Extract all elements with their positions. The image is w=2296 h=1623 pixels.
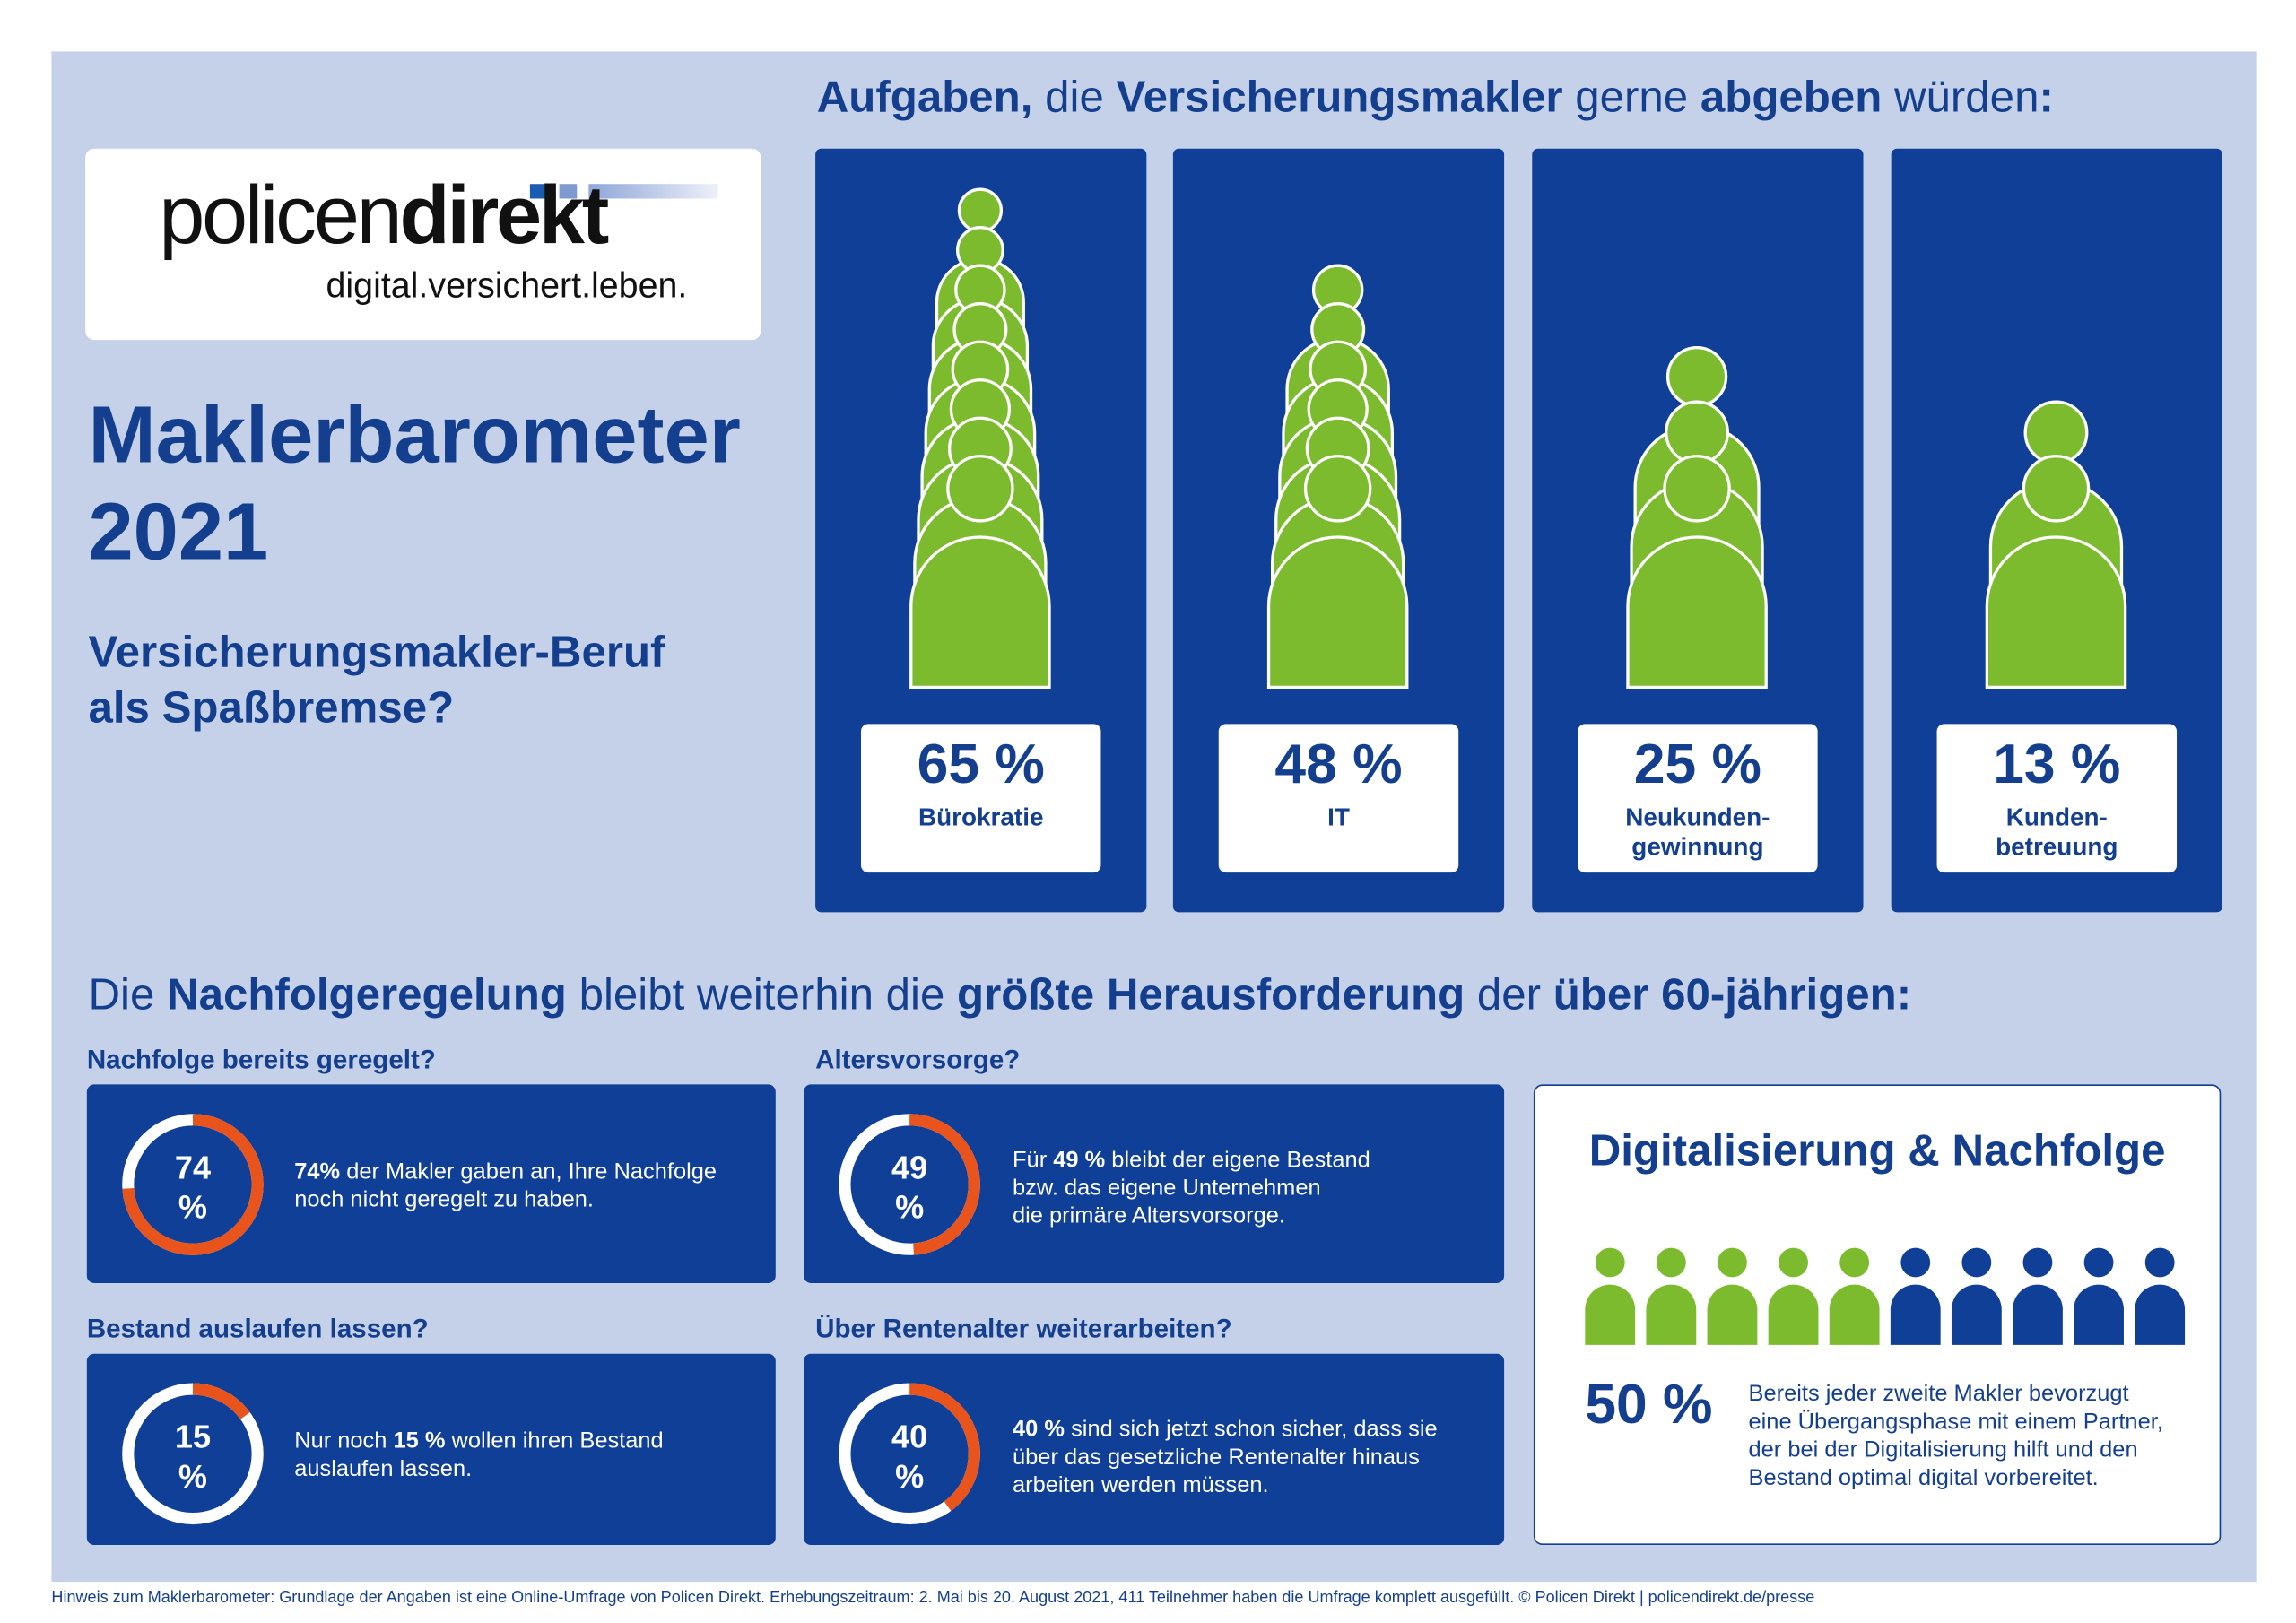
tasks-heading: Aufgaben, die Versicherungsmakler gerne …	[816, 74, 2054, 123]
stat-box: 40% 40 % sind sich jetzt schon sicher, da…	[803, 1353, 1505, 1546]
stat-text: 40 % sind sich jetzt schon sicher, dass …	[1013, 1417, 1438, 1498]
person-icon	[1768, 1247, 1819, 1345]
people-icons	[1585, 1247, 2186, 1345]
logo-wordmark: policendirekt	[159, 168, 609, 261]
task-label-box: 48 % IT	[1218, 724, 1459, 873]
donut-arc	[839, 1383, 980, 1525]
stat-box: 15% Nur noch 15 % wollen ihren Bestand au…	[86, 1353, 776, 1546]
donut-arc	[839, 1114, 980, 1255]
digitalization-value: 50 %	[1585, 1374, 1713, 1436]
people-stack	[1985, 400, 2127, 689]
donut-label: 15%	[174, 1418, 212, 1496]
task-name: IT	[1327, 803, 1350, 832]
footer-note: Hinweis zum Maklerbarometer: Grundlage d…	[51, 1589, 1815, 1607]
subtitle: Versicherungsmakler-Beruf als Spaßbremse?	[88, 628, 665, 733]
people-stack	[1266, 264, 1409, 689]
person-icon	[1707, 1247, 1758, 1345]
task-card: 13 % Kunden- betreuung	[1891, 148, 2222, 913]
task-card: 25 % Neukunden- gewinnung	[1532, 148, 1864, 913]
stat-text: 74% der Makler gaben an, Ihre Nachfolge …	[294, 1159, 718, 1213]
task-name: Neukunden- gewinnung	[1625, 803, 1770, 861]
stat-box: 74% 74% der Makler gaben an, Ihre Nachfol…	[86, 1084, 776, 1283]
person-icon	[2013, 1247, 2063, 1345]
stat-box: 49% Für 49 % bleibt der eigene Bestand bz…	[803, 1084, 1505, 1283]
digitalization-text: Bereits jeder zweite Makler bevorzugt ei…	[1748, 1381, 2163, 1491]
donut-chart	[122, 1114, 264, 1255]
succession-heading: Die Nachfolgeregelung bleibt weiterhin d…	[88, 971, 1912, 1020]
donut-label: 40%	[891, 1418, 928, 1496]
digitalization-panel: Digitalisierung & Nachfolge 50 % Bereits…	[1533, 1084, 2222, 1546]
page-title: Maklerbarometer 2021	[88, 388, 741, 577]
stat-text: Für 49 % bleibt der eigene Bestand bzw. …	[1013, 1147, 1370, 1229]
person-icon	[1646, 1247, 1697, 1345]
person-icon	[1951, 1247, 2002, 1345]
person-icon	[1266, 455, 1409, 689]
donut-label: 49%	[891, 1149, 928, 1226]
people-stack	[1626, 345, 1768, 689]
people-stack	[909, 187, 1051, 689]
task-label-box: 25 % Neukunden- gewinnung	[1578, 724, 1818, 873]
task-percent: 48 %	[1274, 733, 1403, 796]
person-icon	[909, 455, 1051, 689]
stat-question: Altersvorsorge?	[815, 1045, 1021, 1074]
donut-chart	[839, 1114, 980, 1255]
donut-chart	[839, 1383, 980, 1525]
task-percent: 13 %	[1993, 733, 2121, 796]
person-icon	[2135, 1247, 2186, 1345]
donut-label: 74%	[174, 1149, 212, 1226]
task-percent: 65 %	[917, 733, 1045, 796]
task-card: 65 % Bürokratie	[815, 148, 1147, 913]
person-icon	[1626, 455, 1768, 689]
task-percent: 25 %	[1633, 733, 1761, 796]
logo-bars-icon	[529, 184, 718, 199]
donut-chart	[122, 1383, 264, 1525]
digitalization-title: Digitalisierung & Nachfolge	[1588, 1127, 2166, 1176]
stat-question: Nachfolge bereits geregelt?	[86, 1045, 436, 1074]
task-name: Kunden- betreuung	[1996, 803, 2118, 861]
logo: policendirekt digital.versichert.leben.	[85, 148, 761, 341]
person-icon	[1890, 1247, 1941, 1345]
task-card: 48 % IT	[1172, 148, 1505, 913]
stat-question: Über Rentenalter weiterarbeiten?	[815, 1314, 1232, 1344]
donut-arc	[122, 1114, 264, 1255]
stat-question: Bestand auslaufen lassen?	[86, 1314, 429, 1344]
task-name: Bürokratie	[918, 803, 1044, 832]
task-label-box: 13 % Kunden- betreuung	[1936, 724, 2178, 873]
person-icon	[1985, 455, 2127, 689]
person-icon	[1829, 1247, 1880, 1345]
task-label-box: 65 % Bürokratie	[860, 724, 1101, 873]
person-icon	[1585, 1247, 1636, 1345]
donut-arc	[122, 1383, 264, 1525]
logo-tagline: digital.versichert.leben.	[326, 266, 688, 307]
stat-text: Nur noch 15 % wollen ihren Bestand ausla…	[294, 1428, 664, 1482]
person-icon	[2074, 1247, 2124, 1345]
